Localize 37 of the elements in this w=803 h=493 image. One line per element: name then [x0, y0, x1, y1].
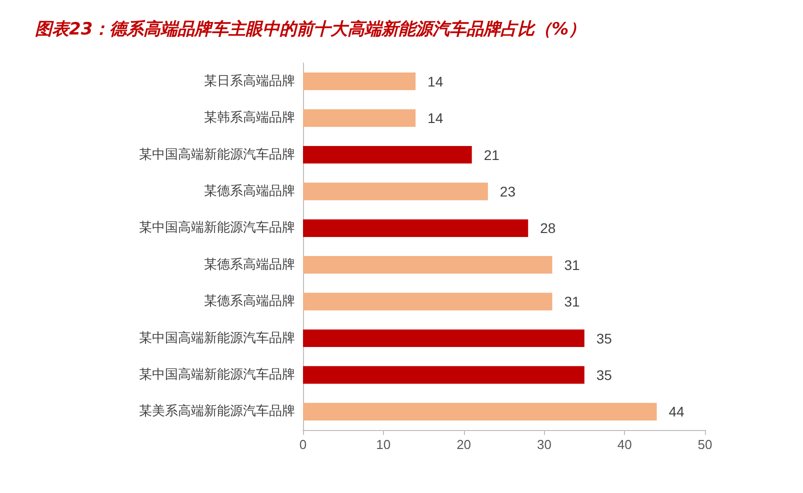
data-label: 31: [564, 256, 580, 273]
y-tick-label: 某中国高端新能源汽车品牌: [139, 330, 295, 346]
bar: [303, 109, 416, 127]
bar: [303, 292, 552, 310]
bar: [303, 256, 552, 274]
chart-title: 图表23：德系高端品牌车主眼中的前十大高端新能源汽车品牌占比（%）: [35, 20, 586, 40]
data-label: 23: [500, 183, 516, 200]
y-tick-label: 某中国高端新能源汽车品牌: [139, 366, 295, 382]
x-tick-label: 0: [299, 437, 307, 452]
data-label: 35: [596, 366, 612, 383]
data-label: 35: [596, 330, 612, 346]
y-tick-label: 某中国高端新能源汽车品牌: [139, 220, 295, 236]
bar: [303, 402, 657, 420]
x-tick-label: 10: [376, 437, 391, 452]
data-label: 14: [428, 73, 444, 90]
bar: [303, 366, 584, 384]
y-tick-label: 某韩系高端品牌: [204, 110, 295, 126]
data-label: 14: [428, 110, 444, 126]
data-label: 21: [484, 146, 500, 163]
data-label: 44: [668, 404, 685, 420]
data-label: 31: [564, 294, 580, 310]
bar: [303, 219, 528, 237]
data-label: 28: [540, 220, 556, 236]
bar: [303, 146, 472, 164]
y-tick-label: 某德系高端品牌: [204, 256, 295, 272]
y-tick-label: 某日系高端品牌: [204, 72, 295, 89]
y-tick-label: 某中国高端新能源汽车品牌: [139, 146, 295, 162]
x-tick-label: 20: [456, 437, 472, 452]
y-tick-label: 某德系高端品牌: [204, 182, 295, 199]
x-tick-label: 40: [617, 437, 632, 452]
bar: [303, 329, 584, 348]
bar: [303, 72, 416, 90]
x-tick-label: 30: [536, 437, 552, 452]
y-tick-label: 某美系高端新能源汽车品牌: [139, 403, 295, 420]
y-tick-label: 某德系高端品牌: [204, 293, 295, 310]
x-tick-label: 50: [698, 437, 712, 452]
bar: [303, 182, 488, 200]
